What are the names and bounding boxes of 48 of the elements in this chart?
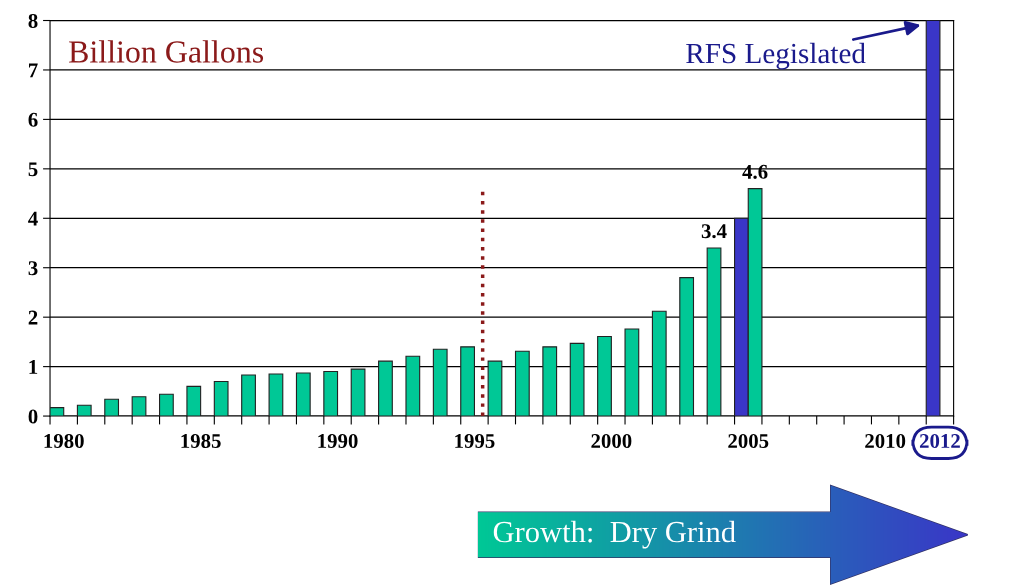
x-tick-label: 2010 (865, 433, 906, 449)
bar (186, 385, 202, 417)
text: Growth: Dry Grind (493, 520, 736, 549)
x-tick-label: 2005 (728, 433, 769, 449)
annotation: Billion Gallons (69, 40, 264, 63)
data-label: 3.4 (701, 224, 727, 239)
x-tick-label: 2000 (591, 433, 632, 449)
bar (925, 20, 941, 417)
bar (295, 372, 311, 417)
y-tick-label: 6 (28, 112, 38, 127)
x-tick-label: 1990 (318, 433, 358, 449)
y-tick-label: 7 (29, 63, 38, 78)
bar (432, 348, 448, 417)
bar (378, 360, 393, 417)
y-tick-label: 8 (28, 13, 38, 28)
bar (268, 373, 284, 417)
x-tick-label: 1985 (181, 433, 221, 449)
x-tick-label: 1980 (44, 433, 84, 449)
bar (460, 346, 475, 417)
bar (213, 380, 229, 417)
bar (569, 342, 585, 417)
bar (131, 396, 147, 417)
bar (542, 346, 558, 417)
bar (651, 310, 667, 417)
x-tick-label: 2012 (919, 433, 960, 449)
y-tick-label: 3 (28, 261, 38, 276)
bar (76, 404, 92, 417)
bar (487, 360, 503, 417)
y-tick-label: 4 (28, 211, 38, 226)
annotation: RFS Legislated (686, 42, 866, 70)
x-tick-label: 1995 (455, 434, 495, 449)
bar (706, 247, 722, 417)
bar (405, 355, 421, 417)
data-label: 4.6 (742, 164, 768, 179)
bar (158, 393, 174, 417)
bar (679, 277, 695, 417)
bar (50, 407, 65, 417)
bar (350, 368, 366, 417)
y-tick-label: 0 (28, 409, 38, 424)
bar (104, 398, 120, 417)
bar (323, 371, 339, 417)
y-tick-label: 1 (29, 360, 38, 374)
y-tick-label: 5 (28, 162, 38, 177)
bar (597, 335, 612, 417)
bar (624, 328, 640, 417)
y-tick-label: 2 (28, 310, 38, 325)
bar (514, 350, 530, 417)
bar (241, 374, 256, 417)
